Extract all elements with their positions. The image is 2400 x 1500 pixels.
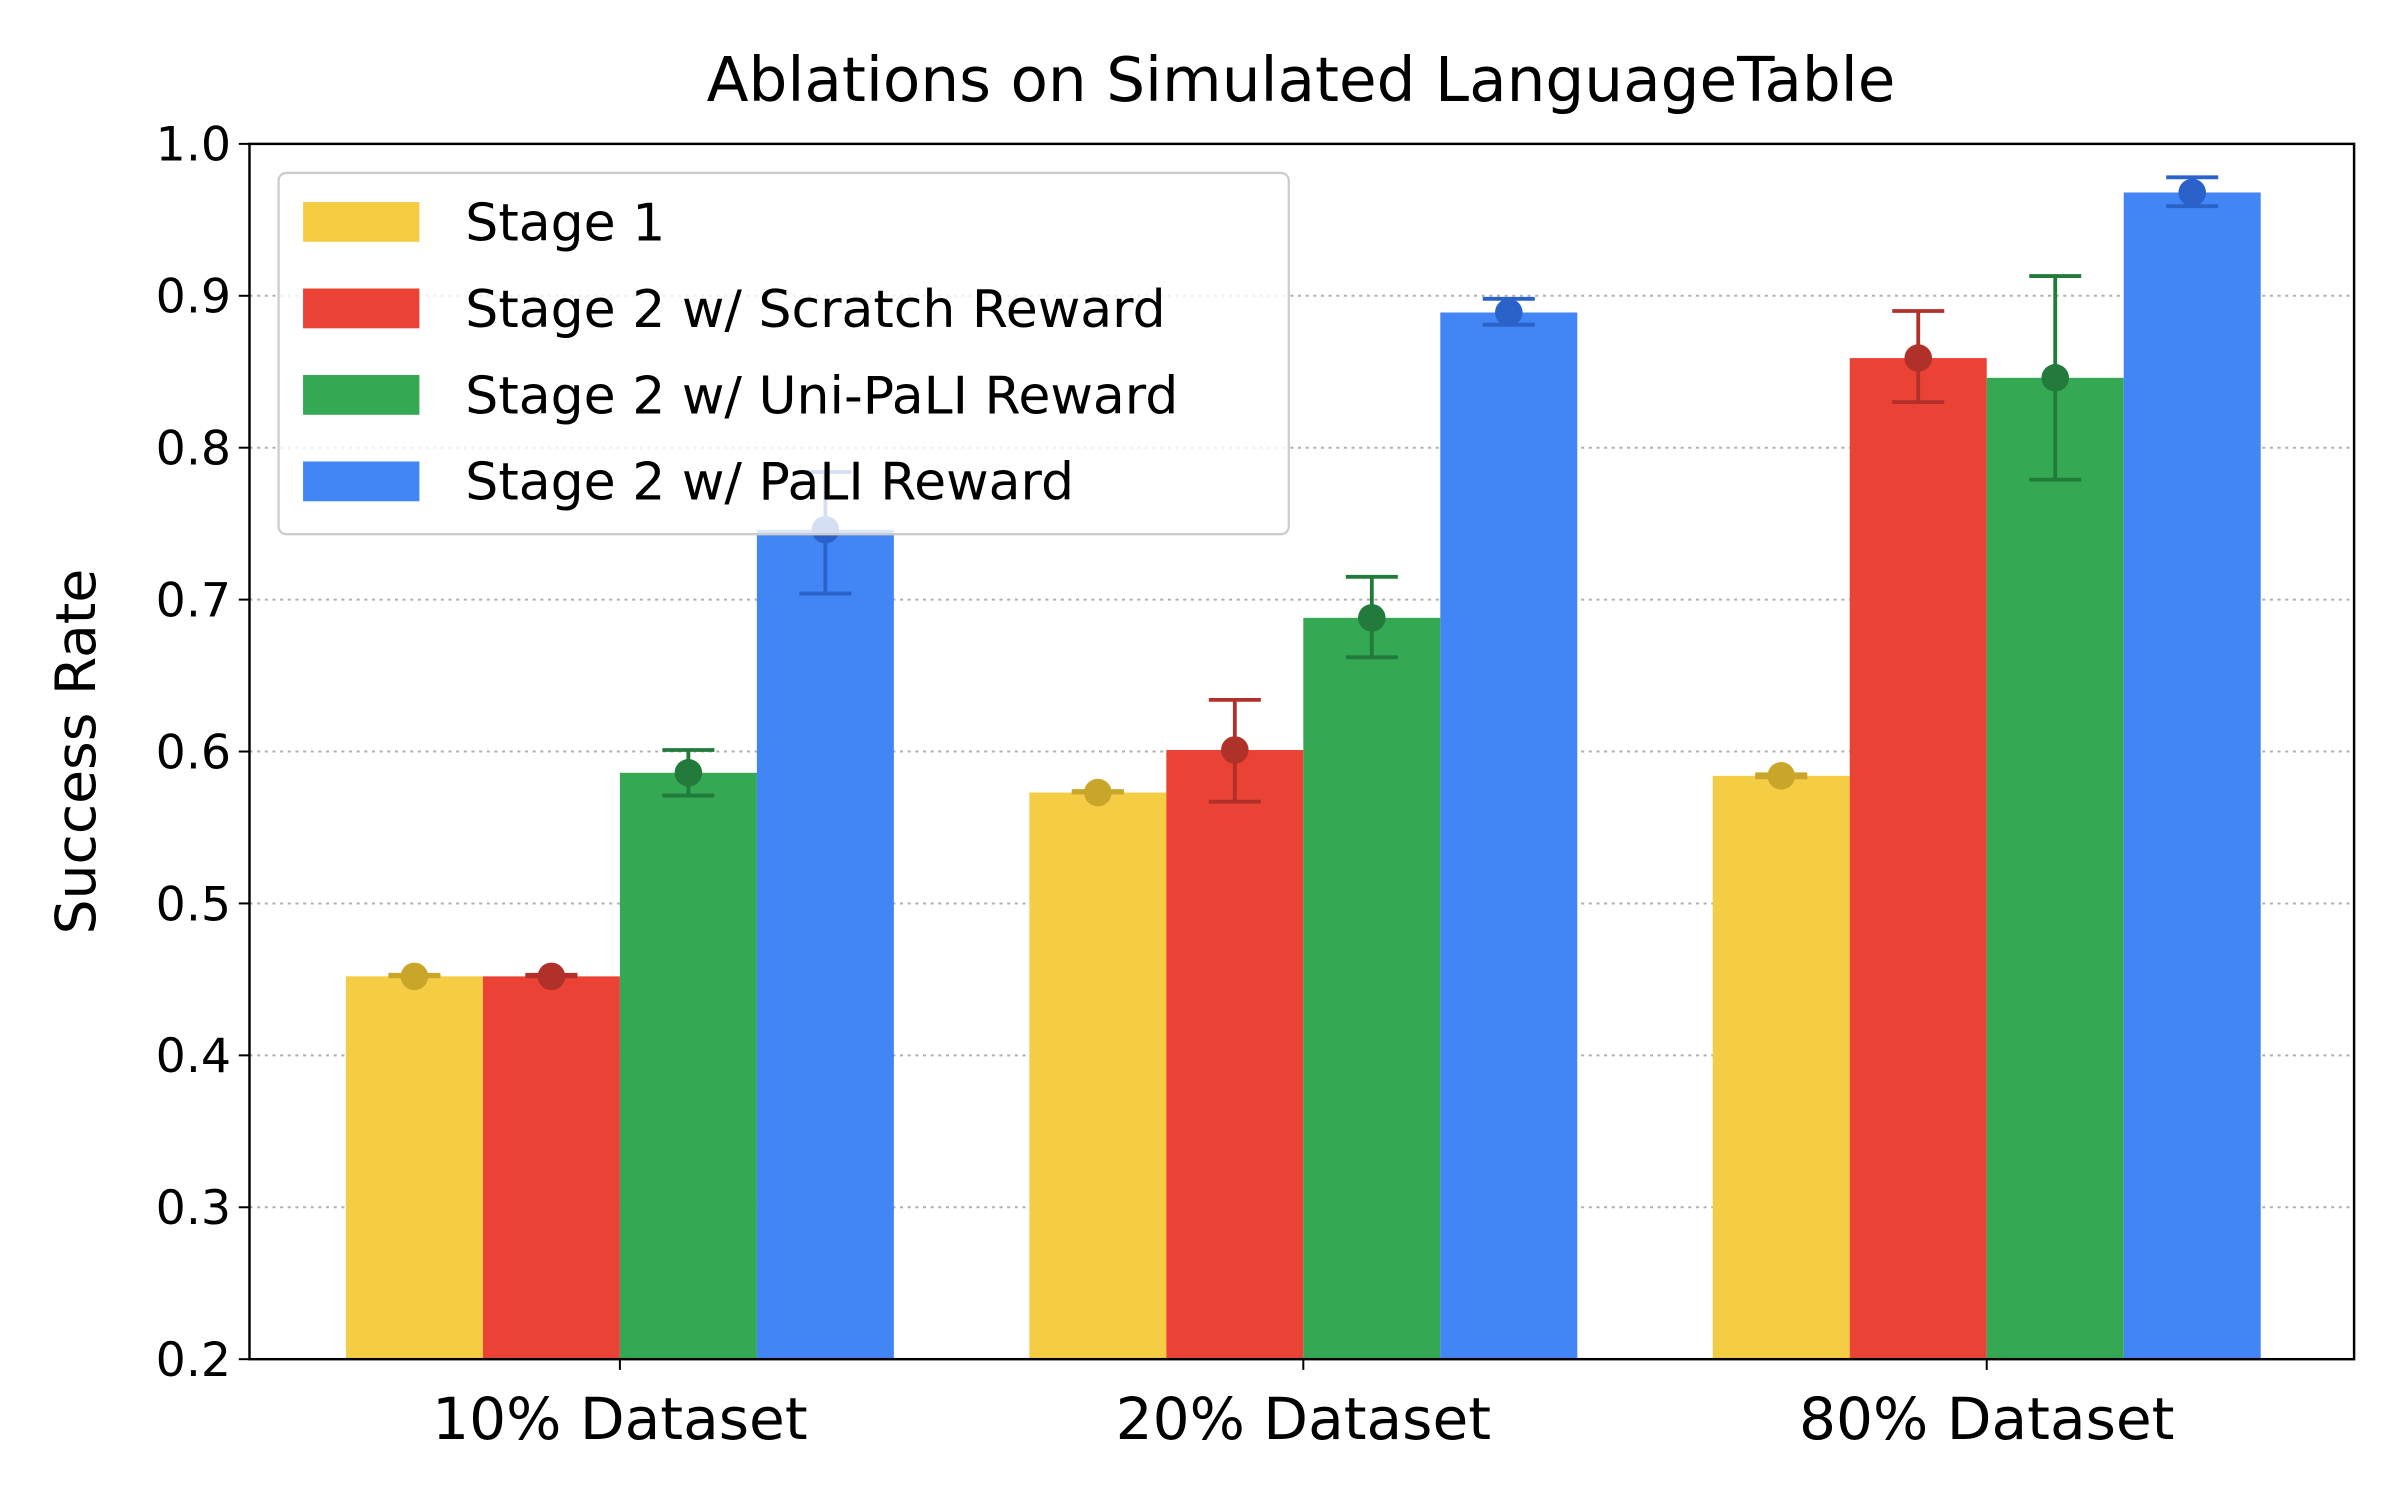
bar — [1712, 775, 1850, 1360]
legend-label: Stage 1 — [465, 193, 665, 253]
y-tick-label: 0.8 — [156, 422, 231, 477]
bar — [1849, 358, 1987, 1360]
y-tick-label: 1.0 — [156, 118, 231, 173]
mean-marker — [1904, 344, 1933, 372]
bar — [756, 529, 894, 1360]
bar — [1166, 750, 1304, 1360]
mean-marker — [1221, 736, 1249, 764]
bar — [619, 772, 757, 1360]
bars — [345, 192, 2261, 1360]
bar — [345, 976, 483, 1360]
y-axis: 0.2 0.3 0.4 0.5 0.6 0.7 0.8 0.9 1.0 — [156, 118, 250, 1388]
y-tick-label: 0.3 — [156, 1181, 231, 1236]
bar — [2123, 192, 2261, 1360]
error-bars — [388, 175, 2219, 991]
x-tick-label: 20% Dataset — [1116, 1385, 1492, 1453]
legend-label: Stage 2 w/ Uni-PaLI Reward — [465, 366, 1178, 426]
chart-title: Ablations on Simulated LanguageTable — [707, 45, 1896, 116]
mean-marker — [537, 962, 566, 991]
x-tick-label: 80% Dataset — [1799, 1385, 2174, 1453]
mean-marker — [1084, 778, 1112, 807]
legend-box — [277, 171, 1290, 536]
x-axis: 10% Dataset 20% Dataset 80% Dataset — [432, 1359, 2174, 1453]
y-tick-label: 0.2 — [156, 1333, 231, 1388]
legend-swatch — [303, 202, 420, 242]
mean-marker — [674, 759, 703, 787]
bar — [1986, 377, 2124, 1360]
legend-label: Stage 2 w/ Scratch Reward — [465, 280, 1165, 340]
mean-marker — [2041, 364, 2070, 392]
y-tick-label: 0.7 — [156, 573, 231, 628]
y-tick-label: 0.4 — [156, 1029, 231, 1084]
bar — [1029, 792, 1167, 1360]
mean-marker — [1358, 604, 1386, 632]
mean-marker — [400, 962, 429, 991]
x-tick-label: 10% Dataset — [432, 1385, 808, 1453]
mean-marker — [1767, 762, 1796, 790]
mean-marker — [1495, 298, 1523, 327]
legend: Stage 1 Stage 2 w/ Scratch Reward Stage 2 … — [277, 171, 1290, 536]
y-tick-label: 0.9 — [156, 270, 231, 325]
bar — [1303, 617, 1441, 1360]
legend-swatch — [303, 375, 420, 415]
legend-swatch — [303, 288, 420, 329]
bar — [1440, 312, 1578, 1360]
mean-marker — [2178, 178, 2206, 207]
legend-label: Stage 2 w/ PaLI Reward — [465, 453, 1074, 513]
y-axis-label: Success Rate — [44, 569, 108, 935]
y-tick-label: 0.5 — [156, 877, 231, 932]
legend-swatch — [303, 461, 420, 502]
y-tick-label: 0.6 — [156, 725, 231, 780]
bar — [482, 976, 620, 1360]
